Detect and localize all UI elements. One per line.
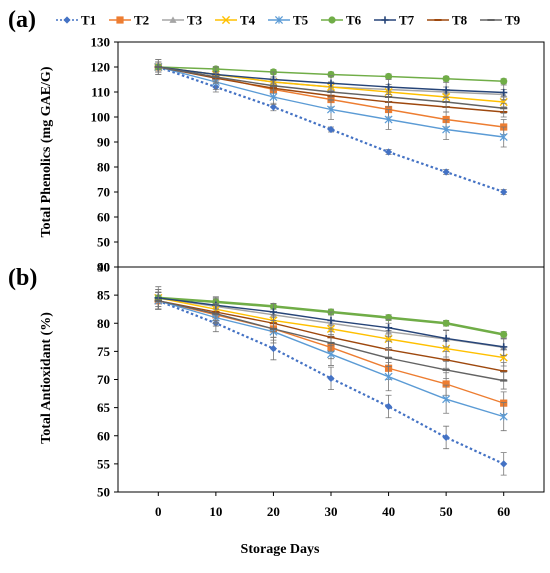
legend-label-t7: T7 [399, 13, 415, 28]
legend-item-t6: T6 [321, 13, 362, 28]
legend-marker-t4 [221, 15, 231, 25]
x-tick-label: 50 [440, 504, 453, 519]
data-point-t5 [499, 132, 508, 142]
data-point-t1 [500, 460, 508, 468]
y-tick-label: 70 [97, 372, 110, 387]
legend-label-t2: T2 [134, 13, 149, 28]
legend-label-t5: T5 [293, 13, 309, 28]
data-point-t7 [442, 334, 450, 343]
data-point-t6 [500, 330, 508, 339]
data-point-t7 [384, 83, 393, 91]
data-point-t7 [500, 88, 508, 97]
x-tick-label: 40 [382, 504, 395, 519]
x-axis-title: Storage Days [241, 542, 320, 557]
data-point-t7 [269, 308, 278, 316]
data-point-t5 [442, 395, 451, 404]
legend-item-t5: T5 [268, 13, 309, 28]
legend-label-t8: T8 [452, 13, 468, 28]
x-tick-label: 0 [155, 504, 162, 519]
y-tick-label: 110 [91, 85, 110, 100]
data-point-t1 [327, 374, 335, 382]
data-point-t6 [442, 319, 450, 327]
y-tick-label: 90 [97, 135, 110, 150]
y-tick-label: 65 [97, 400, 111, 415]
y-tick-label: 120 [91, 60, 111, 75]
y-tick-label: 60 [97, 428, 110, 443]
data-point-t6 [384, 72, 393, 81]
panel-label-b: (b) [8, 265, 37, 291]
data-point-t5 [326, 105, 336, 114]
data-point-t7 [442, 86, 450, 94]
data-point-t5 [384, 115, 393, 124]
y-axis-title-b: Total Antioxidant (%) [39, 312, 54, 444]
panel-label-a: (a) [8, 7, 36, 33]
legend-label-t6: T6 [346, 13, 362, 28]
x-tick-label: 60 [497, 504, 510, 519]
legend-item-t4: T4 [215, 13, 256, 28]
data-point-t7 [327, 79, 335, 87]
legend-item-t8: T8 [427, 13, 468, 28]
legend-item-t1: T1 [56, 13, 96, 28]
data-point-t5 [442, 125, 451, 134]
legend-marker-t1 [63, 16, 71, 24]
legend-marker-t7 [381, 16, 389, 24]
data-point-t7 [384, 324, 393, 332]
data-point-t1 [269, 344, 278, 353]
data-point-t1 [442, 168, 450, 176]
legend-marker-t6 [328, 16, 336, 24]
legend-item-t3: T3 [162, 13, 203, 28]
data-point-t1 [442, 433, 450, 442]
legend-marker-t3 [169, 16, 177, 23]
x-tick-label: 10 [209, 504, 222, 519]
legend-label-t3: T3 [187, 13, 203, 28]
data-point-t4 [442, 344, 451, 353]
y-tick-label: 55 [97, 456, 111, 471]
y-tick-label: 85 [97, 288, 111, 303]
data-point-t6 [442, 75, 450, 83]
legend-label-t4: T4 [240, 13, 256, 28]
y-tick-label: 80 [97, 160, 110, 175]
x-tick-label: 20 [267, 504, 280, 519]
legend-label-t9: T9 [505, 13, 521, 28]
y-tick-label: 75 [97, 344, 111, 359]
data-point-t1 [384, 148, 393, 156]
data-point-t6 [327, 70, 335, 79]
legend-marker-t2 [116, 16, 124, 24]
data-point-t1 [384, 402, 393, 411]
data-point-t6 [500, 77, 508, 85]
y-tick-label: 130 [91, 35, 111, 50]
legend-item-t9: T9 [480, 13, 521, 28]
data-point-t2 [442, 380, 450, 388]
data-point-t1 [500, 188, 508, 196]
series-t9-b [154, 291, 508, 390]
y-tick-label: 100 [91, 110, 111, 125]
y-tick-label: 60 [97, 210, 110, 225]
data-point-t5 [384, 372, 393, 381]
y-tick-label: 50 [97, 485, 110, 500]
legend: T1 T2 T3 T4 T5 T6 T7 T8 T9 [56, 13, 521, 28]
data-point-t5 [269, 92, 278, 102]
legend-label-t1: T1 [81, 13, 96, 28]
data-point-t7 [500, 343, 508, 351]
y-tick-label: 50 [97, 235, 110, 250]
legend-item-t7: T7 [374, 13, 415, 28]
legend-marker-t5 [274, 15, 284, 25]
y-tick-label: 80 [97, 316, 110, 331]
plot-area-a: 40 50 60 70 80 90 100 110 120 130 [91, 35, 508, 275]
y-tick-label: 40 [97, 260, 110, 275]
legend-item-t2: T2 [109, 13, 149, 28]
data-point-t5 [499, 412, 508, 421]
y-tick-label: 90 [97, 260, 110, 275]
y-tick-label: 70 [97, 185, 110, 200]
series-t9-a [154, 61, 508, 114]
data-point-t1 [269, 103, 278, 111]
plot-area-b: 50 55 60 65 70 75 80 85 90 0 10 20 30 40 50 60 [97, 260, 510, 520]
data-point-t7 [327, 316, 335, 325]
x-tick-label: 30 [325, 504, 338, 519]
data-point-t5 [326, 350, 336, 359]
data-point-t1 [327, 125, 335, 134]
y-axis-title-a: Total Phenolics (mg GAE/G) [39, 66, 54, 237]
